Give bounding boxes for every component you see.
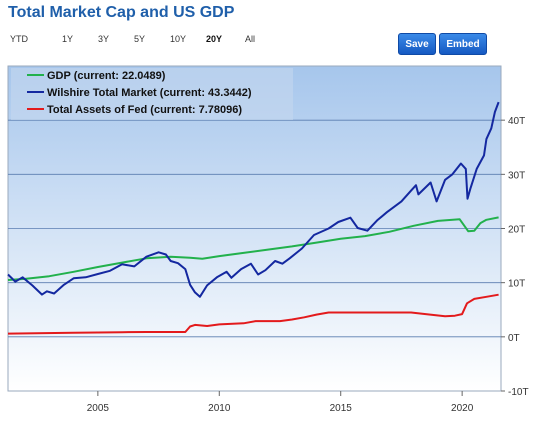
save-button[interactable]: Save <box>398 33 436 55</box>
legend: GDP (current: 22.0489) Wilshire Total Ma… <box>11 68 293 120</box>
range-1y[interactable]: 1Y <box>62 34 74 44</box>
range-ytd[interactable]: YTD <box>10 34 28 44</box>
y-axis-ticks: 40T 30T 20T 10T 0T -10T <box>501 116 529 398</box>
legend-box <box>11 68 293 120</box>
x-tick-label-2015: 2015 <box>330 403 353 414</box>
series-line-fed <box>7 293 499 335</box>
y-tick-label-40t: 40T <box>508 116 525 127</box>
x-tick-label-2020: 2020 <box>451 403 474 414</box>
range-20y[interactable]: 20Y <box>206 34 223 44</box>
page-title: Total Market Cap and US GDP <box>8 4 235 21</box>
range-10y[interactable]: 10Y <box>170 34 187 44</box>
legend-label-wilshire: Wilshire Total Market (current: 43.3442) <box>47 87 252 99</box>
y-tick-label-0t: 0T <box>508 333 520 344</box>
range-all[interactable]: All <box>245 34 256 44</box>
y-tick-label-30t: 30T <box>508 170 525 181</box>
x-tick-label-2010: 2010 <box>208 403 231 414</box>
embed-button[interactable]: Embed <box>439 33 487 55</box>
grid-lines <box>8 119 501 338</box>
y-tick-label-10t: 10T <box>508 279 525 290</box>
range-3y[interactable]: 3Y <box>98 34 110 44</box>
series-lines <box>7 101 500 335</box>
range-5y[interactable]: 5Y <box>134 34 146 44</box>
legend-label-fed: Total Assets of Fed (current: 7.78096) <box>47 104 242 116</box>
legend-label-gdp: GDP (current: 22.0489) <box>47 70 166 82</box>
x-axis-ticks: 2005 2010 2015 2020 <box>87 391 474 414</box>
x-tick-label-2005: 2005 <box>87 403 110 414</box>
y-tick-label-neg10t: -10T <box>508 387 529 398</box>
y-tick-label-20t: 20T <box>508 225 525 236</box>
series-line-wilshire <box>7 101 500 298</box>
series-line-gdp <box>7 216 499 281</box>
